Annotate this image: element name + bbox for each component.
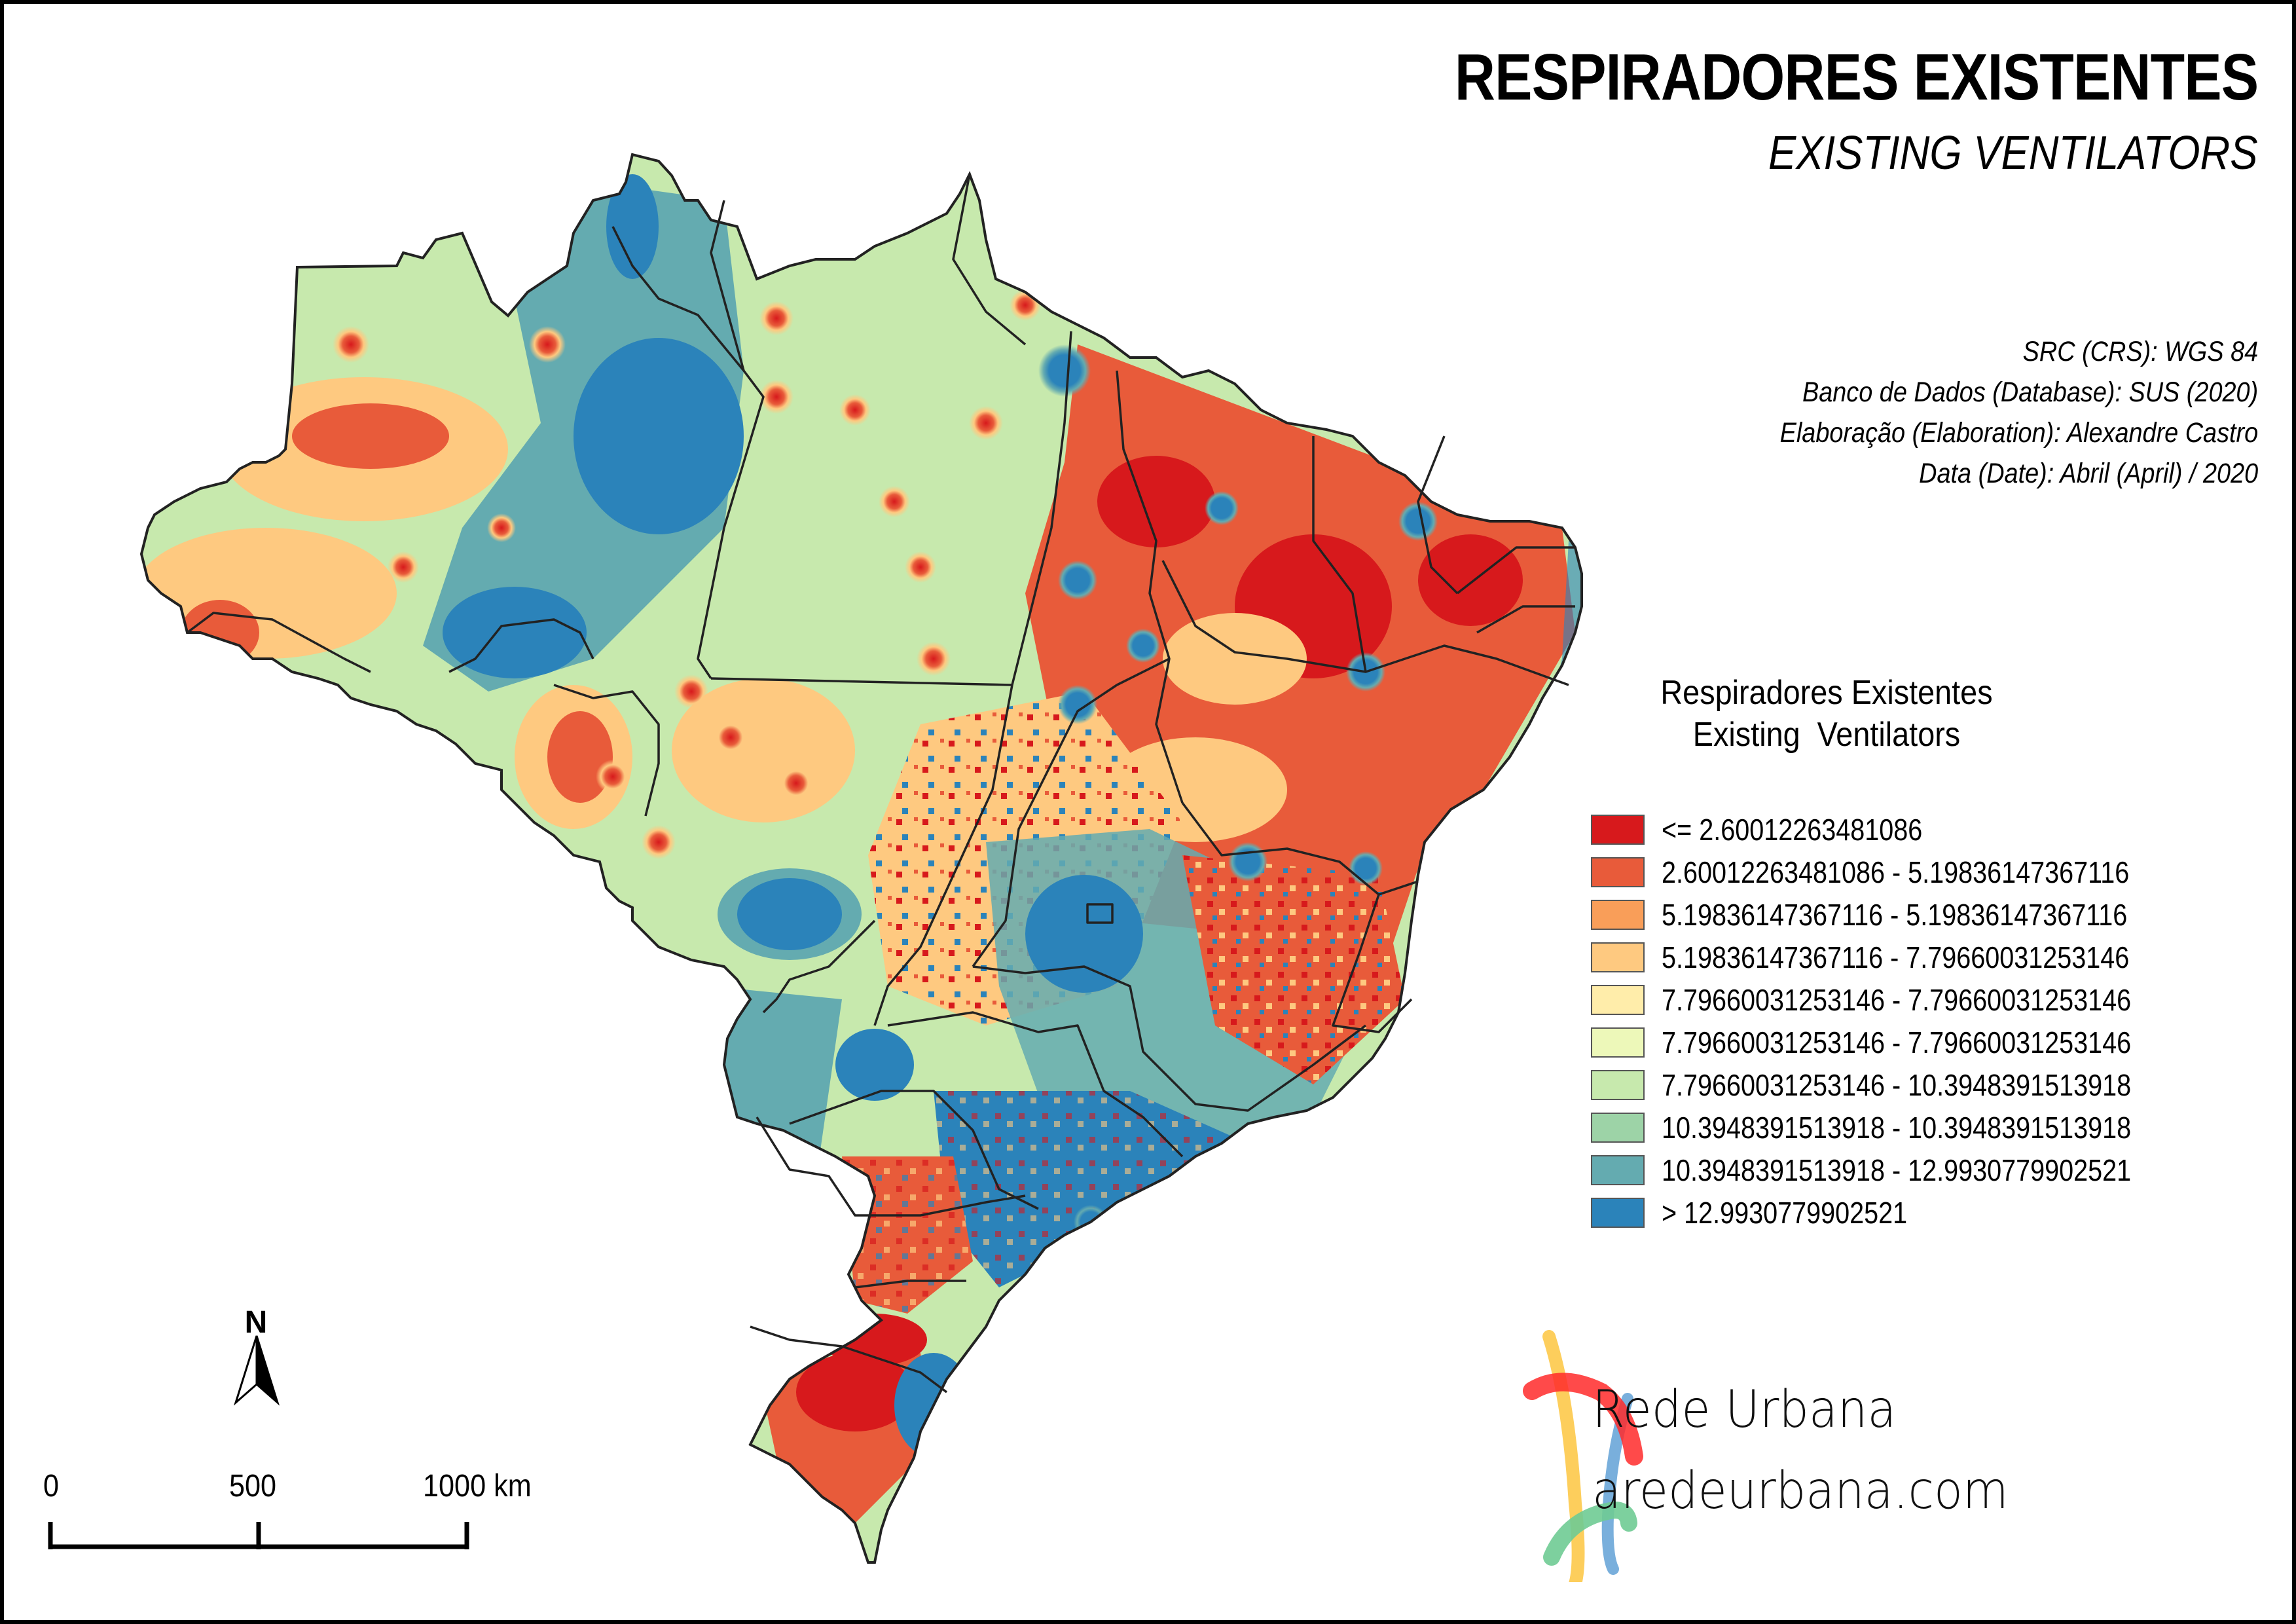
legend-item: 5.19836147367116 - 5.19836147367116 — [1591, 893, 2285, 936]
legend-item: 7.79660031253146 - 10.3948391513918 — [1591, 1063, 2285, 1106]
legend-title-pt: Respiradores Existentes — [1660, 674, 1993, 712]
map-subtitle: EXISTING VENTILATORS — [1768, 127, 2258, 179]
legend-item: > 12.9930779902521 — [1591, 1191, 2285, 1234]
legend-label: 10.3948391513918 - 10.3948391513918 — [1662, 1110, 2132, 1145]
legend-label: > 12.9930779902521 — [1662, 1195, 1908, 1230]
legend-item: 10.3948391513918 - 10.3948391513918 — [1591, 1106, 2285, 1149]
date-text: Data (Date): Abril (April) / 2020 — [1918, 458, 2258, 489]
scale-bar: 0 500 1000 km — [37, 1469, 532, 1562]
legend-title-en: Existing Ventilators — [1692, 716, 1961, 754]
legend-label: 2.60012263481086 - 5.19836147367116 — [1662, 855, 2130, 889]
legend-swatch — [1591, 1112, 1645, 1143]
legend-item: <= 2.60012263481086 — [1591, 808, 2285, 851]
legend-swatch — [1591, 942, 1645, 972]
map-layout: RESPIRADORES EXISTENTES EXISTING VENTILA… — [4, 4, 2292, 1620]
legend-item: 5.19836147367116 - 7.79660031253146 — [1591, 936, 2285, 978]
legend-label: 7.79660031253146 - 7.79660031253146 — [1662, 1025, 2132, 1060]
brazil-map — [140, 153, 1583, 1564]
database-text: Banco de Dados (Database): SUS (2020) — [1802, 377, 2258, 408]
legend-items: <= 2.60012263481086 2.60012263481086 - 5… — [1591, 808, 2285, 1234]
north-arrow-icon — [233, 1335, 280, 1406]
logo-name: Rede Urbana — [1592, 1380, 1897, 1439]
legend-label: <= 2.60012263481086 — [1662, 812, 1923, 847]
logo-url: aredeurbana.com — [1592, 1462, 2009, 1521]
crs-text: SRC (CRS): WGS 84 — [2022, 336, 2258, 367]
north-arrow: N — [227, 1307, 285, 1412]
scale-tick-0: 0 — [43, 1469, 60, 1504]
scale-tick-500: 500 — [229, 1469, 277, 1504]
north-label: N — [244, 1305, 268, 1340]
map-title: RESPIRADORES EXISTENTES — [1454, 41, 2259, 114]
legend-item: 7.79660031253146 - 7.79660031253146 — [1591, 1021, 2285, 1063]
legend-label: 10.3948391513918 - 12.9930779902521 — [1662, 1153, 2132, 1187]
rede-urbana-logo-icon — [1523, 1330, 1643, 1582]
scale-bar-line — [48, 1522, 469, 1549]
legend-swatch — [1591, 814, 1645, 845]
legend-swatch — [1591, 857, 1645, 887]
legend-item: 10.3948391513918 - 12.9930779902521 — [1591, 1149, 2285, 1191]
scale-tick-1000: 1000 km — [423, 1469, 532, 1504]
legend-item: 2.60012263481086 - 5.19836147367116 — [1591, 851, 2285, 893]
legend: Respiradores Existentes Existing Ventila… — [1591, 672, 2285, 1234]
legend-swatch — [1591, 1154, 1645, 1185]
legend-swatch — [1591, 1069, 1645, 1100]
legend-label: 7.79660031253146 - 10.3948391513918 — [1662, 1067, 2132, 1102]
legend-swatch — [1591, 1027, 1645, 1058]
legend-swatch — [1591, 1197, 1645, 1228]
legend-swatch — [1591, 984, 1645, 1015]
legend-label: 5.19836147367116 - 7.79660031253146 — [1662, 940, 2130, 974]
legend-label: 7.79660031253146 - 7.79660031253146 — [1662, 982, 2132, 1017]
elaboration-text: Elaboração (Elaboration): Alexandre Cast… — [1779, 417, 2258, 449]
map-metadata: SRC (CRS): WGS 84 Banco de Dados (Databa… — [1779, 331, 2258, 494]
legend-item: 7.79660031253146 - 7.79660031253146 — [1591, 978, 2285, 1021]
legend-swatch — [1591, 899, 1645, 930]
legend-title: Respiradores Existentes Existing Ventila… — [1620, 672, 2033, 756]
legend-label: 5.19836147367116 - 5.19836147367116 — [1662, 897, 2128, 932]
